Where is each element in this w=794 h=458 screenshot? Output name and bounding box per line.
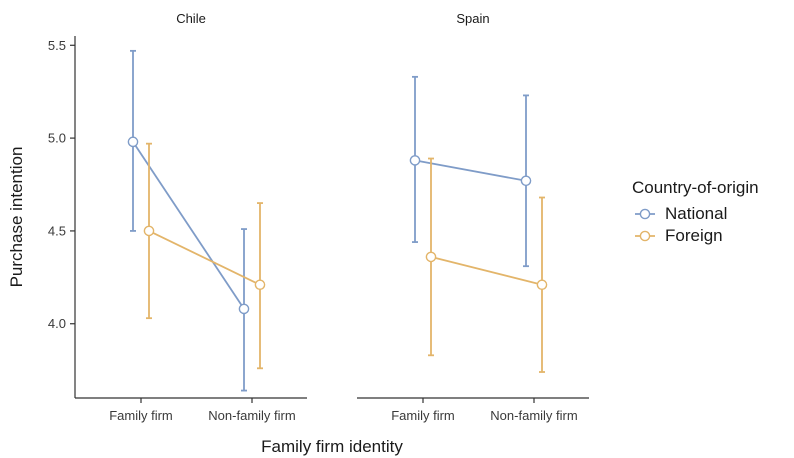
data-point: [254, 279, 266, 291]
y-tick-label: 5.5: [48, 38, 66, 53]
y-tick-label: 4.0: [48, 316, 66, 331]
series-line: [132, 141, 245, 310]
y-tick-label: 5.0: [48, 131, 66, 146]
panel-spain: Spain Family firm Non-family firm: [357, 11, 589, 423]
data-point: [127, 136, 139, 148]
y-axis-label: Purchase intention: [7, 147, 26, 288]
data-point: [425, 251, 437, 263]
series-line: [148, 230, 261, 286]
legend-marker: [639, 208, 651, 220]
legend-label: National: [665, 204, 727, 223]
data-point: [520, 175, 532, 187]
x-tick-label: Family firm: [391, 408, 455, 423]
x-tick-label: Family firm: [109, 408, 173, 423]
series-line: [430, 256, 543, 286]
data-point: [409, 155, 421, 166]
series-foreign: [425, 157, 548, 373]
data-point: [238, 303, 250, 315]
x-tick-label: Non-family firm: [208, 408, 295, 423]
x-tick-label: Non-family firm: [490, 408, 577, 423]
panel-title: Spain: [456, 11, 489, 26]
legend: Country-of-origin National Foreign: [632, 178, 759, 245]
legend-title: Country-of-origin: [632, 178, 759, 197]
legend-item-national: National: [635, 204, 727, 223]
series-foreign: [143, 142, 266, 370]
chart-panels: Chile Family firm Non-family firm 5.5 5.0 4.5…: [48, 11, 589, 423]
legend-item-foreign: Foreign: [635, 226, 723, 245]
data-point: [143, 225, 155, 237]
series-national: [127, 49, 250, 392]
legend-label: Foreign: [665, 226, 723, 245]
y-tick-label: 4.5: [48, 223, 66, 238]
legend-marker: [639, 230, 651, 242]
series-national: [409, 75, 532, 268]
x-axis-label: Family firm identity: [261, 437, 403, 456]
data-point: [536, 279, 548, 291]
panel-title: Chile: [176, 11, 206, 26]
series-line: [414, 159, 527, 182]
panel-chile: Chile Family firm Non-family firm 5.5 5.0 4.5…: [48, 11, 307, 423]
